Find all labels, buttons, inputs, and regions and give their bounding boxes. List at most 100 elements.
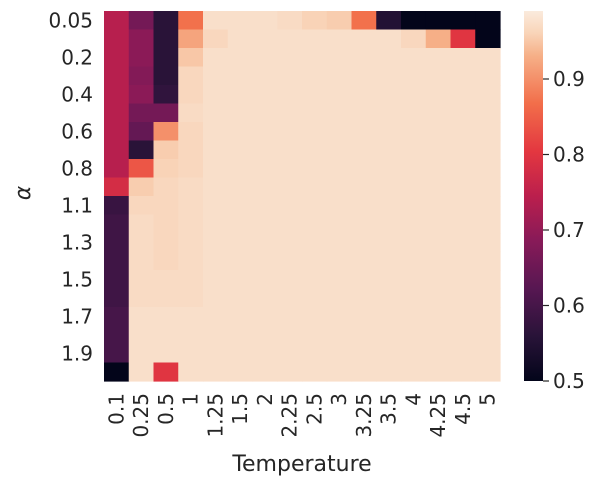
heatmap-cell [351,288,377,308]
heatmap-cell [128,307,155,327]
heatmap-cell [153,48,179,68]
heatmap-cell [351,66,377,86]
heatmap-cell [277,307,303,327]
heatmap-cell [425,344,452,364]
x-tick-label: 5 [476,393,500,406]
heatmap-cell [128,344,155,364]
heatmap-cell [153,251,179,271]
heatmap-cell [104,214,130,234]
heatmap-cell [475,288,501,308]
heatmap-cell [351,196,377,216]
heatmap-cell [302,214,328,234]
heatmap-cell [376,29,402,49]
heatmap-cell [203,307,229,327]
heatmap-cell [178,251,204,271]
heatmap-cell [203,214,229,234]
heatmap-cell [475,103,501,123]
heatmap-cell [128,159,155,179]
heatmap-cell [252,140,278,160]
heatmap-cell [326,214,353,234]
heatmap-cell [104,196,130,216]
heatmap-cell [450,214,476,234]
y-tick-labels: 0.05 0.2 0.4 0.6 0.8 1.1 1.3 1.5 1.7 1.9 [48,8,93,365]
heatmap-cell [277,362,303,382]
heatmap-cell [277,48,303,68]
heatmap-cell [104,85,130,105]
heatmap-cell [425,177,452,197]
heatmap-cell [153,214,179,234]
heatmap-cell [277,85,303,105]
heatmap-cell [128,270,155,290]
heatmap-cell [376,66,402,86]
heatmap-cell [153,11,179,31]
x-tick-label: 1.25 [203,393,227,438]
heatmap-cell [153,325,179,345]
heatmap-cell [326,251,353,271]
heatmap-cell [104,66,130,86]
x-tick-label: 2 [253,393,277,406]
x-tick-label: 1 [179,393,203,406]
heatmap-cell [401,159,427,179]
heatmap-cell [326,270,353,290]
heatmap-cell [401,344,427,364]
heatmap-cell [450,344,476,364]
heatmap-cell [252,66,278,86]
heatmap-cell [425,48,452,68]
x-tick-label: 3 [327,393,351,406]
heatmap-cell [153,288,179,308]
heatmap-cell [252,177,278,197]
heatmap-cell [302,177,328,197]
heatmap-cell [326,66,353,86]
heatmap-cell [178,325,204,345]
heatmap-cell [326,233,353,253]
heatmap-cell [203,270,229,290]
heatmap-cell [227,159,254,179]
heatmap-cell [475,140,501,160]
heatmap-cell [277,288,303,308]
heatmap-cell [252,233,278,253]
heatmap-cell [227,48,254,68]
heatmap-cell [203,29,229,49]
heatmap-cell [450,85,476,105]
heatmap-cell [252,103,278,123]
heatmap-cell [178,159,204,179]
heatmap-cell [227,344,254,364]
heatmap-cell [302,103,328,123]
heatmap-cell [351,122,377,142]
heatmap-cell [252,85,278,105]
heatmap-cell [376,288,402,308]
heatmap-cell [252,288,278,308]
colorbar [524,11,543,381]
heatmap-cell [475,251,501,271]
heatmap-cell [401,66,427,86]
heatmap-cell [475,85,501,105]
heatmap-cell [326,122,353,142]
heatmap-cell [104,177,130,197]
heatmap-cell [104,122,130,142]
heatmap-cell [302,159,328,179]
heatmap-cell [450,66,476,86]
heatmap-cell [450,177,476,197]
heatmap-cell [277,122,303,142]
heatmap-cell [128,140,155,160]
heatmap-cell [227,29,254,49]
heatmap-cell [351,177,377,197]
heatmap-cell [326,85,353,105]
heatmap-cell [203,196,229,216]
heatmap-cell [227,325,254,345]
heatmap-cell [153,270,179,290]
heatmap-cell [326,140,353,160]
x-tick-label: 2.25 [278,393,302,438]
y-tick-label: 1.1 [61,193,93,217]
heatmap-cell [227,362,254,382]
heatmap-cell [351,344,377,364]
y-tick-label: 0.05 [48,8,93,32]
heatmap-cell [128,214,155,234]
heatmap-cell [475,362,501,382]
heatmap-cell [376,103,402,123]
heatmap-cell [425,362,452,382]
heatmap-cell [401,122,427,142]
x-tick-label: 4.25 [426,393,450,438]
heatmap-cell [252,325,278,345]
heatmap-cell [203,233,229,253]
